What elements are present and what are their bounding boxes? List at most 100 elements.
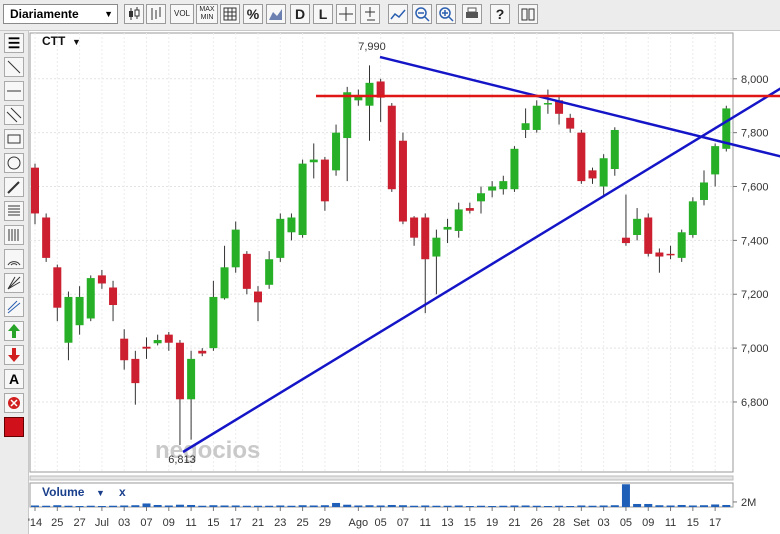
line-tool[interactable]: [4, 57, 24, 77]
volume-close[interactable]: x: [119, 485, 126, 499]
help-button[interactable]: ?: [490, 4, 510, 24]
candle-body: [454, 209, 463, 231]
volume-bar: [610, 505, 619, 507]
top-toolbar: Diariamente ▼ VOL MAX MIN % D L ?: [0, 0, 780, 31]
volume-bar: [521, 505, 530, 507]
zoom-out-button[interactable]: [412, 4, 432, 24]
candle-body: [64, 296, 73, 343]
x-tick-label: 17: [709, 517, 721, 529]
candle-body: [722, 108, 731, 149]
candle-body: [410, 217, 419, 238]
arc-tool[interactable]: [4, 249, 24, 269]
y-tick-label: 7,600: [741, 182, 769, 194]
print-button[interactable]: [462, 4, 482, 24]
period-select[interactable]: Diariamente ▼: [3, 4, 118, 24]
l-button[interactable]: L: [313, 4, 333, 24]
book-button[interactable]: [518, 4, 538, 24]
x-tick-label: 13: [441, 517, 453, 529]
side-toolbar: ☰ A: [0, 31, 29, 534]
volume-dropdown[interactable]: ▼: [96, 488, 105, 498]
y-tick-label: 7,800: [741, 128, 769, 140]
text-tool[interactable]: A: [4, 369, 24, 389]
volume-bar: [700, 505, 708, 507]
candle-body: [555, 100, 564, 114]
volume-bar: [142, 503, 151, 507]
delete-tool[interactable]: [4, 393, 24, 413]
volume-bar: [86, 505, 95, 507]
volume-bar: [499, 505, 508, 507]
candle-body: [75, 296, 84, 326]
candle-body: [477, 193, 485, 202]
volume-bar: [588, 505, 597, 507]
zoom-in-button[interactable]: [436, 4, 456, 24]
x-tick-label: 15: [687, 517, 699, 529]
volume-title[interactable]: Volume: [42, 485, 85, 499]
buy-arrow-tool[interactable]: [4, 321, 24, 341]
x-tick-label: 11: [185, 517, 196, 529]
volume-bar: [376, 505, 385, 507]
candle-body: [465, 208, 474, 211]
color-tool[interactable]: [4, 417, 24, 437]
volume-bar: [488, 505, 497, 507]
percent-button[interactable]: %: [243, 4, 263, 24]
plot-frame: [29, 32, 734, 473]
title-dropdown[interactable]: ▼: [72, 37, 81, 47]
y-tick-label: 8,000: [741, 74, 769, 86]
sell-arrow-tool[interactable]: [4, 345, 24, 365]
trendline[interactable]: [182, 87, 780, 454]
volume-bar: [131, 505, 140, 507]
channel-tool[interactable]: [4, 105, 24, 125]
hline-tool[interactable]: [4, 81, 24, 101]
candle-body: [198, 350, 207, 354]
candle-body: [633, 218, 642, 235]
candle-body: [376, 81, 385, 98]
x-tick-label: 11: [665, 517, 676, 529]
rect-tool[interactable]: [4, 129, 24, 149]
volume-bar: [432, 505, 441, 507]
volume-bar: [477, 505, 485, 507]
volume-bar: [97, 505, 106, 507]
chart-title[interactable]: CTT: [42, 34, 66, 48]
candle-body: [97, 275, 106, 284]
volume-bar: [711, 504, 720, 507]
crosshair-button[interactable]: [336, 4, 356, 24]
chart-type-bars[interactable]: [146, 4, 166, 24]
circle-tool[interactable]: [4, 153, 24, 173]
hand-tool[interactable]: ☰: [4, 33, 24, 53]
candle-body: [109, 287, 118, 306]
cursor-button[interactable]: [360, 4, 380, 24]
candle-body: [354, 94, 363, 101]
grid: 6,800 7,000 7,200 7,400 7,600 7,800 8,000 '14 25…: [28, 33, 769, 529]
fib-tool[interactable]: [4, 201, 24, 221]
candle-body: [187, 358, 196, 400]
candle-body: [711, 146, 720, 175]
volume-bar: [566, 505, 575, 507]
volume-bar: [242, 505, 251, 507]
volume-frame: [29, 482, 734, 508]
chart-type-candle[interactable]: [124, 4, 144, 24]
volume-bar: [75, 505, 84, 507]
candle-body: [398, 140, 407, 222]
fan-tool[interactable]: [4, 273, 24, 293]
trendline[interactable]: [379, 55, 780, 158]
candle-body: [387, 105, 396, 190]
volume-button[interactable]: VOL: [170, 4, 194, 24]
volume-bar: [644, 503, 653, 507]
candle-body: [421, 217, 430, 260]
maxmin-button[interactable]: MAX MIN: [196, 4, 218, 24]
volume-bar: [633, 503, 642, 507]
pencil-tool[interactable]: [4, 177, 24, 197]
speed-tool[interactable]: [4, 297, 24, 317]
volume-bar: [655, 505, 664, 507]
grid-button[interactable]: [220, 4, 240, 24]
indicator-button[interactable]: [388, 4, 408, 24]
volume-bar: [666, 505, 675, 507]
splitter[interactable]: [29, 475, 734, 481]
max-text: MAX: [199, 6, 215, 13]
area-button[interactable]: [266, 4, 286, 24]
text-tool-label: A: [8, 371, 20, 387]
x-tick-label: Ago: [349, 517, 369, 529]
d-button[interactable]: D: [290, 4, 310, 24]
fib2-tool[interactable]: [4, 225, 24, 245]
